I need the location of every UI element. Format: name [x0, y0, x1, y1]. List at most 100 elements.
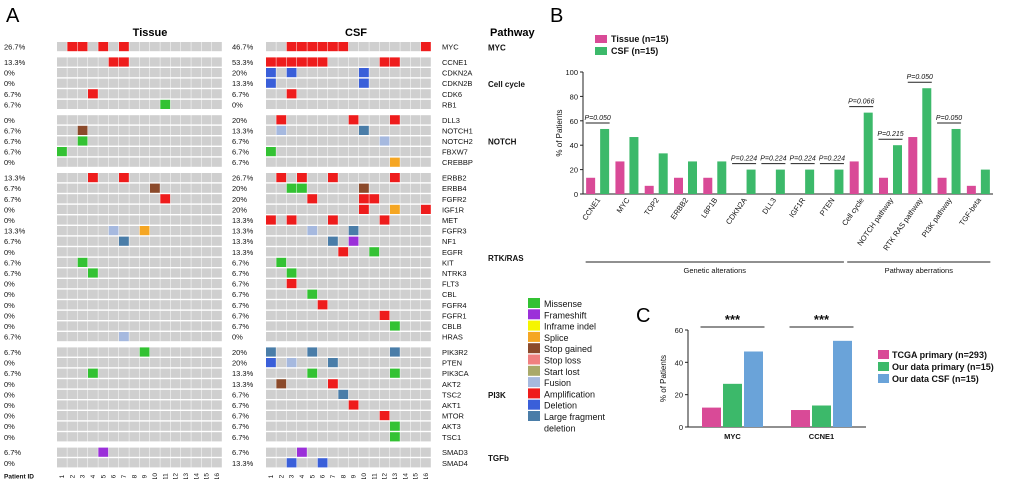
tissue-cell [149, 78, 160, 88]
tissue-cell [139, 400, 150, 410]
csf-alteration-cell [389, 347, 400, 357]
tissue-cell [191, 447, 202, 457]
oncoprint-row-cblb: 0% 6.7% CBLB [4, 321, 462, 331]
y-tick-label: 60 [675, 326, 683, 335]
p-value-label: P=0.224 [760, 156, 786, 163]
tissue-cell [180, 347, 191, 357]
csf-cell [317, 173, 328, 183]
csf-cell [410, 300, 421, 310]
csf-cell [296, 458, 307, 468]
csf-cell [400, 257, 411, 267]
csf-cell [307, 147, 318, 157]
csf-alteration-cell [307, 289, 318, 299]
panel-b-letter: B [550, 5, 563, 27]
csf-cell [338, 279, 349, 289]
oncoprint-row-flt3: 0% 6.7% FLT3 [4, 279, 459, 289]
csf-alteration-cell [327, 236, 338, 246]
tissue-cell [180, 411, 191, 421]
tissue-cell [211, 125, 222, 135]
legend-swatch [878, 362, 889, 371]
csf-percent: 13.3% [232, 126, 254, 135]
tissue-cell [57, 183, 67, 193]
tissue-cell [149, 99, 160, 109]
bar-tissue [879, 177, 888, 194]
csf-cell [410, 136, 421, 146]
csf-cell [420, 432, 431, 442]
tissue-cell [67, 147, 78, 157]
tissue-cell [87, 300, 98, 310]
csf-cell [317, 204, 328, 214]
csf-cell [420, 115, 431, 125]
tissue-cell [191, 358, 202, 368]
csf-cell [348, 204, 359, 214]
tissue-cell [211, 421, 222, 431]
tissue-cell [191, 204, 202, 214]
tissue-cell [87, 78, 98, 88]
tissue-alteration-cell [118, 236, 129, 246]
tissue-cell [57, 279, 67, 289]
tissue-cell [129, 173, 140, 183]
csf-cell [286, 432, 297, 442]
gene-label: IGF1R [442, 205, 465, 214]
tissue-cell [118, 99, 129, 109]
tissue-cell [139, 173, 150, 183]
csf-alteration-cell [358, 183, 369, 193]
tissue-cell [129, 78, 140, 88]
tissue-cell [77, 115, 88, 125]
patient-id-csf: 12 [382, 473, 389, 479]
tissue-cell [160, 78, 171, 88]
csf-cell [296, 115, 307, 125]
tissue-cell [108, 125, 119, 135]
csf-cell [358, 57, 369, 67]
csf-cell [379, 368, 390, 378]
csf-cell [317, 226, 328, 236]
tissue-cell [118, 136, 129, 146]
csf-cell [286, 125, 297, 135]
tissue-cell [98, 226, 109, 236]
tissue-cell [118, 411, 129, 421]
tissue-alteration-cell [57, 147, 67, 157]
tissue-cell [149, 432, 160, 442]
gene-label: CDKN2B [442, 79, 472, 88]
tissue-cell [57, 421, 67, 431]
tissue-cell [98, 99, 109, 109]
csf-cell [410, 78, 421, 88]
csf-cell [307, 125, 318, 135]
tissue-cell [191, 421, 202, 431]
tissue-cell [191, 458, 202, 468]
csf-cell [420, 226, 431, 236]
tissue-cell [129, 226, 140, 236]
csf-cell [266, 204, 276, 214]
tissue-cell [211, 89, 222, 99]
csf-alteration-cell [348, 115, 359, 125]
bar-csf [600, 128, 610, 194]
csf-cell [420, 421, 431, 431]
tissue-cell [180, 300, 191, 310]
tissue-cell [139, 247, 150, 257]
csf-alteration-cell [317, 57, 328, 67]
csf-cell [400, 57, 411, 67]
bar-csf [922, 88, 932, 194]
csf-percent: 20% [232, 348, 247, 357]
tissue-cell [160, 411, 171, 421]
csf-cell [276, 157, 287, 167]
gene-label: FLT3 [442, 280, 459, 289]
gene-label: CCNE1 [442, 58, 467, 67]
csf-cell [420, 321, 431, 331]
tissue-cell [191, 332, 202, 342]
csf-cell [266, 310, 276, 320]
tissue-cell [160, 236, 171, 246]
oncoprint-row-ccne1: 13.3% 53.3% CCNE1 [4, 57, 467, 67]
csf-alteration-cell [286, 358, 297, 368]
legend-label: Deletion [544, 401, 577, 411]
csf-alteration-cell [286, 215, 297, 225]
patient-id-tissue: 16 [214, 473, 221, 479]
gene-label: ERBB4 [442, 184, 467, 193]
csf-cell [296, 136, 307, 146]
tissue-cell [77, 147, 88, 157]
csf-cell [296, 400, 307, 410]
tissue-cell [201, 215, 212, 225]
tissue-cell [191, 400, 202, 410]
tissue-cell [118, 300, 129, 310]
csf-cell [348, 89, 359, 99]
